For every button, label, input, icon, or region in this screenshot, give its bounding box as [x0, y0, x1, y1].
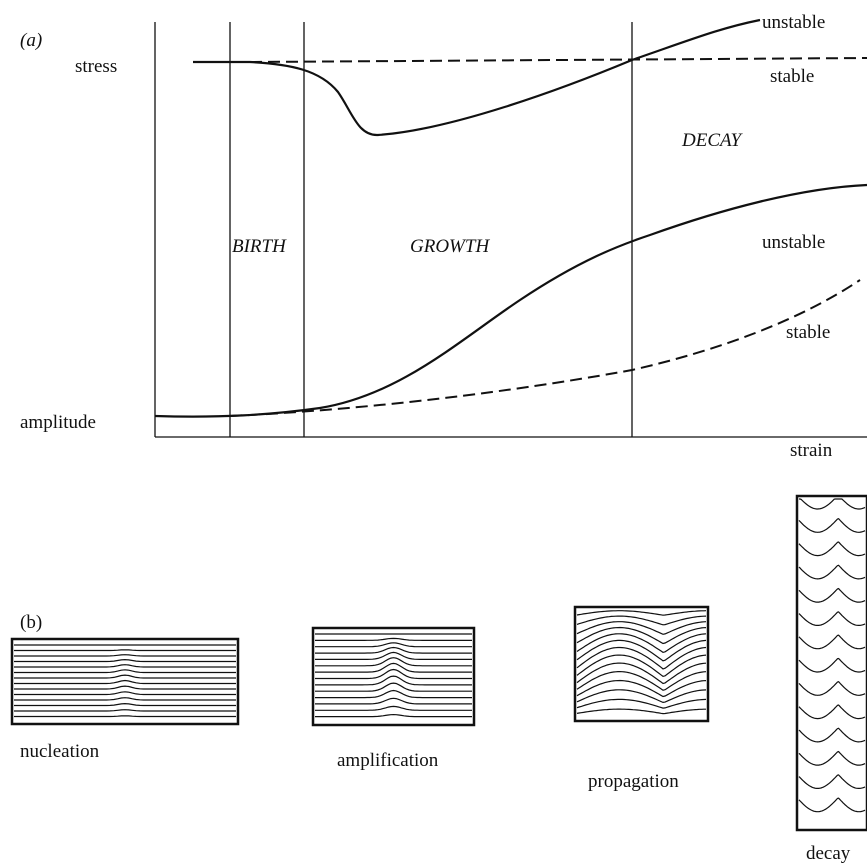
- fold-line: [799, 542, 865, 556]
- fold-line: [315, 715, 472, 717]
- amplitude-unstable-curve: [155, 185, 867, 417]
- fold-line: [315, 698, 472, 704]
- fold-line: [577, 611, 706, 616]
- fold-line: [315, 706, 472, 710]
- fold-line: [315, 663, 472, 672]
- fold-line: [577, 634, 706, 653]
- fold-line: [799, 499, 865, 509]
- fold-line: [14, 698, 236, 700]
- figure: (a) stress amplitude strain BIRTH GROWTH…: [0, 0, 867, 863]
- fold-line: [14, 692, 236, 695]
- axis-label: amplitude: [20, 412, 96, 433]
- fold-line: [577, 648, 706, 669]
- fold-line: [14, 686, 236, 689]
- stress-stable-curve: [250, 58, 867, 62]
- fold-line: [799, 798, 865, 812]
- fold-line: [577, 640, 706, 660]
- fold-line: [577, 616, 706, 625]
- fold-line: [799, 635, 865, 649]
- fold-line: [315, 670, 472, 679]
- fold-line: [14, 665, 236, 667]
- fold-line: [799, 659, 865, 673]
- fold-line: [577, 628, 706, 644]
- fold-line: [14, 675, 236, 678]
- fold-line: [577, 709, 706, 714]
- stage-label: amplification: [337, 750, 439, 771]
- fold-line: [14, 670, 236, 673]
- axis-label: strain: [790, 440, 833, 461]
- stage-label: nucleation: [20, 741, 100, 762]
- fold-line: [799, 728, 865, 742]
- curve-label: unstable: [762, 232, 825, 253]
- fold-line: [799, 775, 865, 789]
- phase-label: GROWTH: [410, 236, 490, 257]
- fold-line: [14, 710, 236, 711]
- fold-line: [799, 589, 865, 603]
- fold-line: [577, 655, 706, 676]
- stage-label: propagation: [588, 771, 679, 792]
- curve-label: unstable: [762, 12, 825, 33]
- fold-line: [799, 682, 865, 696]
- fold-line: [14, 655, 236, 656]
- phase-label: BIRTH: [232, 236, 287, 257]
- fold-line: [14, 681, 236, 684]
- fold-line: [577, 672, 706, 691]
- panel-a: (a) stress amplitude strain BIRTH GROWTH…: [20, 12, 867, 461]
- panel-b: (b) nucleation amplification propagation…: [12, 496, 867, 863]
- fold-line: [577, 663, 706, 683]
- panel-label: (a): [20, 30, 42, 51]
- fold-line: [14, 716, 236, 717]
- fold-line: [799, 705, 865, 719]
- fold-line: [14, 660, 236, 662]
- fold-line: [14, 650, 236, 651]
- fold-line: [315, 638, 472, 640]
- fold-line: [14, 704, 236, 706]
- stress-unstable-curve: [193, 20, 760, 135]
- curve-label: stable: [770, 66, 814, 87]
- fold-line: [799, 752, 865, 766]
- fold-line: [577, 690, 706, 703]
- curve-label: stable: [786, 322, 830, 343]
- fold-line: [315, 643, 472, 647]
- panel-label: (b): [20, 612, 42, 633]
- axis-label: stress: [75, 56, 117, 77]
- fold-box: [575, 607, 708, 721]
- stage-label: decay: [806, 843, 851, 863]
- fold-line: [799, 565, 865, 579]
- phase-label: DECAY: [681, 130, 744, 151]
- amplitude-stable-curve: [230, 280, 860, 416]
- fold-line: [799, 519, 865, 533]
- fold-line: [577, 699, 706, 708]
- fold-line: [799, 612, 865, 626]
- fold-box: [797, 496, 867, 830]
